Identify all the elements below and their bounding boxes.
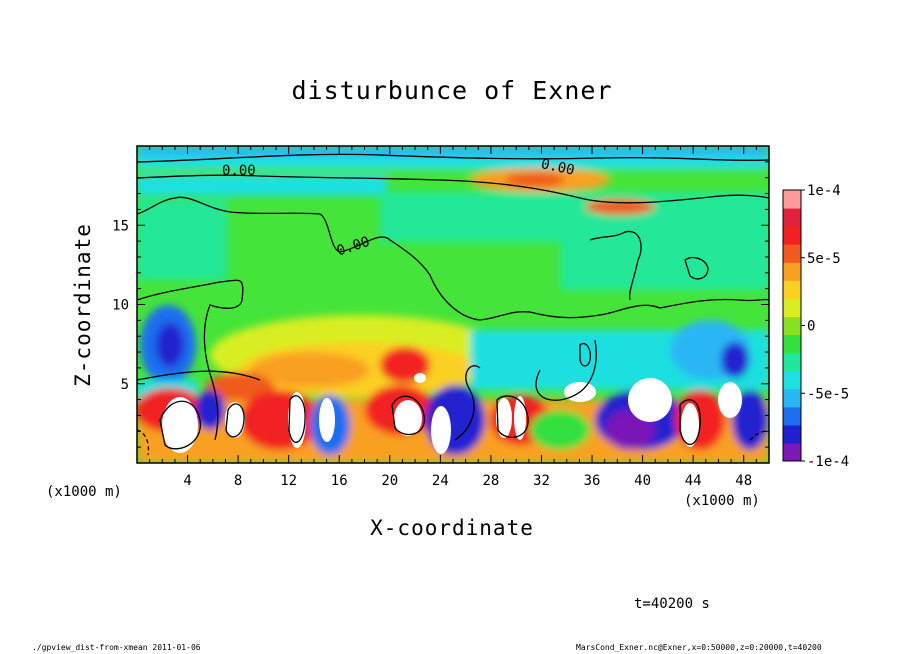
colorbar-tick-label: 0 xyxy=(807,319,815,335)
hole-7 xyxy=(496,398,512,438)
contour-lines xyxy=(137,153,769,456)
colorbar-swatch xyxy=(783,244,801,263)
colorbar-swatch xyxy=(783,226,801,245)
contour-dashed xyxy=(137,429,769,456)
hole-8 xyxy=(514,396,526,440)
colorbar: 1e-4 5e-5 0 -5e-5 -1e-4 xyxy=(782,183,849,470)
saturated-regions xyxy=(162,373,742,454)
x-unit-label-left: (x1000 m) xyxy=(46,484,122,500)
x-tick-label: 8 xyxy=(234,473,242,489)
chart-title: disturbunce of Exner xyxy=(291,76,613,105)
x-unit-label-right: (x1000 m) xyxy=(684,493,760,509)
patch-left-cyan xyxy=(137,200,227,280)
contour-top-1 xyxy=(137,153,769,163)
y-tick-label: 10 xyxy=(112,298,129,314)
x-tick-label: 36 xyxy=(584,473,601,489)
colorbar-swatch xyxy=(783,352,801,372)
contour-right-3 xyxy=(684,257,709,280)
x-tick-label: 44 xyxy=(685,473,702,489)
y-tick-label: 5 xyxy=(121,377,129,393)
hole-3 xyxy=(288,392,306,448)
x-tick-label: 16 xyxy=(331,473,348,489)
contour-right-island xyxy=(589,230,642,301)
field-patches xyxy=(137,146,769,463)
hole-11 xyxy=(681,403,699,447)
hole-10 xyxy=(628,378,672,422)
patch-cyan-upper-right xyxy=(560,200,769,290)
contour-bottom-1 xyxy=(159,400,201,450)
colorbar-tick-label: -1e-4 xyxy=(807,454,849,470)
x-tick-label: 32 xyxy=(533,473,550,489)
contour-mid xyxy=(137,196,769,321)
y-axis-label: Z-coordinate xyxy=(71,223,95,387)
patch-bottom-red-2 xyxy=(240,390,320,450)
contour-label-right: 0.00 xyxy=(540,156,576,179)
colorbar-swatch xyxy=(783,316,801,336)
plot-area: 0.00 0.00 0.00 xyxy=(137,146,769,463)
contour-bottom-3 xyxy=(288,395,306,443)
x-tick-label: 40 xyxy=(634,473,651,489)
patch-left-deepblue xyxy=(156,323,184,367)
hole-1 xyxy=(162,397,198,453)
contour-bottom-4 xyxy=(391,395,425,436)
patch-upper-hot xyxy=(505,173,565,187)
hole-5 xyxy=(394,400,422,436)
colorbar-tick-label: -5e-5 xyxy=(807,386,849,402)
time-annotation: t=40200 s xyxy=(634,596,710,612)
colorbar-swatch xyxy=(783,424,801,444)
colorbar-swatch xyxy=(783,262,801,281)
contour-label-left: 0.00 xyxy=(222,163,256,179)
patch-mid-orange-2 xyxy=(250,352,370,388)
x-tick-label: 28 xyxy=(482,473,499,489)
contour-left xyxy=(137,279,244,441)
colorbar-tick-label: 1e-4 xyxy=(807,183,841,199)
patch-bottom-blue-1 xyxy=(195,390,225,430)
footer-left: ./gpview_dist-from-xmean 2011-01-06 xyxy=(32,643,201,652)
colorbar-swatch xyxy=(783,334,801,354)
contour-right-2 xyxy=(579,342,591,367)
x-tick-label: 24 xyxy=(432,473,449,489)
colorbar-swatch xyxy=(783,406,801,426)
patch-right-deepblue xyxy=(721,342,749,378)
colorbar-tick-label: 5e-5 xyxy=(807,251,841,267)
colorbar-swatch xyxy=(783,208,801,227)
hole-6 xyxy=(431,406,451,454)
contour-bottom-5 xyxy=(496,395,529,438)
x-tick-label: 4 xyxy=(183,473,191,489)
hole-12 xyxy=(718,382,742,418)
contour-top-2 xyxy=(137,174,769,204)
x-axis-label: X-coordinate xyxy=(370,516,534,540)
colorbar-swatch xyxy=(783,298,801,317)
colorbar-swatch xyxy=(783,190,801,209)
y-tick-label: 15 xyxy=(112,218,129,234)
footer-right: MarsCond_Exner.nc@Exner,x=0:50000,z=0:20… xyxy=(576,643,822,652)
patch-cyan-band-2 xyxy=(137,176,387,196)
patch-bottom-green xyxy=(530,410,590,450)
patch-green-strip xyxy=(137,168,769,176)
contour-bottom-2 xyxy=(225,403,245,438)
colorbar-swatch xyxy=(783,442,801,462)
hole-4 xyxy=(319,398,335,442)
hole-13 xyxy=(414,373,426,383)
colorbar-swatch xyxy=(783,280,801,299)
patch-top-band-lower xyxy=(137,156,769,170)
colorbar-swatch xyxy=(783,388,801,408)
hole-2 xyxy=(225,402,245,438)
contour-bottom-6 xyxy=(679,399,701,446)
x-tick-label: 48 xyxy=(735,473,752,489)
x-tick-label: 20 xyxy=(381,473,398,489)
contour-low-wave xyxy=(137,339,597,441)
colorbar-swatch xyxy=(783,370,801,390)
x-tick-label: 12 xyxy=(280,473,297,489)
